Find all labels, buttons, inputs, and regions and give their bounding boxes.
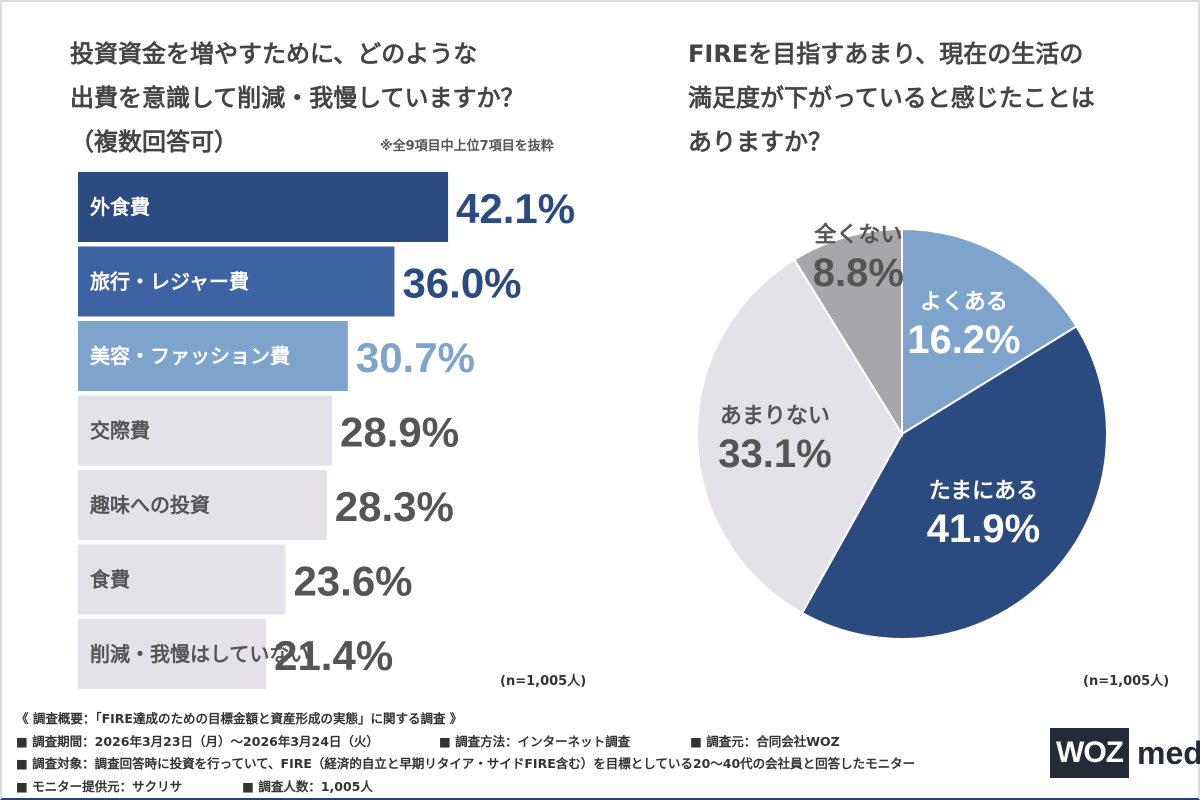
title-line: ありますか？ — [688, 128, 832, 156]
bar-category-label: 美容・ファッション費 — [90, 344, 290, 368]
bar-value-label: 30.7% — [356, 334, 475, 381]
title-line: 出費を意識して削減・我慢していますか？ — [70, 84, 525, 112]
pie-slice — [792, 227, 903, 438]
bar-category-label: 趣味への投資 — [89, 493, 210, 517]
bar — [78, 246, 395, 317]
pie-category-label: 全くない — [813, 222, 902, 248]
survey-target: ■ 調査対象：調査回答時に投資を行っていて、FIRE（経済的自立と早期リタイア・… — [16, 756, 916, 771]
pie-value-label: 16.2% — [907, 318, 1020, 362]
bar-sample-size: (n=1,005人) — [500, 674, 587, 689]
bar — [78, 172, 449, 242]
bar-note: ※全9項目中上位7項目を抜粋 — [380, 139, 554, 154]
bar — [78, 544, 286, 615]
pie-slice — [901, 227, 1078, 436]
bar-category-label: 外食費 — [90, 195, 150, 219]
charts-svg: 外食費 42.1% 旅行・レジャー費 36.0% 美容・ファッション費 30.7% 交際費 2… — [78, 172, 1108, 689]
woz-media-logo: WOZmedia — [1050, 728, 1200, 778]
bar — [78, 619, 267, 689]
bar-category-label: 食費 — [90, 568, 130, 592]
bar-value-label: 36.0% — [402, 260, 521, 307]
title-line: 投資資金を増やすために、どのような — [70, 40, 478, 68]
bar — [78, 470, 327, 540]
bar-value-label: 21.4% — [274, 632, 393, 679]
pie-slice — [696, 258, 904, 615]
survey-count: ■ 調査人数：1,005人 — [242, 778, 373, 794]
pie-slice — [800, 324, 1108, 640]
title-line: （複数回答可） — [70, 128, 238, 156]
survey-period: ■ 調査期間：2026年3月23日（月）～2026年3月24日（火） — [16, 733, 379, 749]
pie-sample-size: (n=1,005人) — [1083, 674, 1170, 689]
survey-provider: ■ モニター提供元：サクリサ — [16, 778, 183, 794]
bar-category-label: 交際費 — [90, 419, 150, 443]
bar-value-label: 42.1% — [456, 185, 575, 232]
bar-value-label: 28.3% — [335, 483, 454, 530]
pie-chart-title: FIREを目指すあまり、現在の生活の 満足度が下がっていると感じたことは ありま… — [688, 32, 1168, 164]
pie-category-label: たまにある — [929, 479, 1038, 504]
survey-summary: 《 調査概要：「FIRE達成のための目標金額と資産形成の実態」に関する調査 》 — [16, 711, 463, 726]
bar-category-label: 削減・我慢はしていない — [90, 642, 309, 666]
bar-category-label: 旅行・レジャー費 — [90, 270, 249, 294]
bar-value-label: 23.6% — [293, 558, 412, 605]
survey-footer: 《 調査概要：「FIRE達成のための目標金額と資産形成の実態」に関する調査 》 … — [16, 708, 915, 798]
bar-value-label: 28.9% — [340, 409, 459, 456]
pie-value-label: 33.1% — [718, 432, 831, 476]
bar — [78, 395, 333, 466]
bar — [78, 321, 348, 391]
title-line: FIREを目指すあまり、現在の生活の — [688, 40, 1084, 68]
pie-category-label: あまりない — [720, 404, 830, 429]
survey-method: ■ 調査方法：インターネット調査 — [438, 733, 631, 749]
bar-chart-title: 投資資金を増やすために、どのような 出費を意識して削減・我慢していますか？ （複… — [70, 32, 630, 164]
survey-org: ■ 調査元：合同会社WOZ — [690, 733, 840, 749]
title-line: 満足度が下がっていると感じたことは — [688, 84, 1095, 112]
pie-value-label: 8.8% — [813, 251, 904, 295]
pie-value-label: 41.9% — [927, 507, 1040, 551]
pie-category-label: よくある — [920, 290, 1008, 315]
